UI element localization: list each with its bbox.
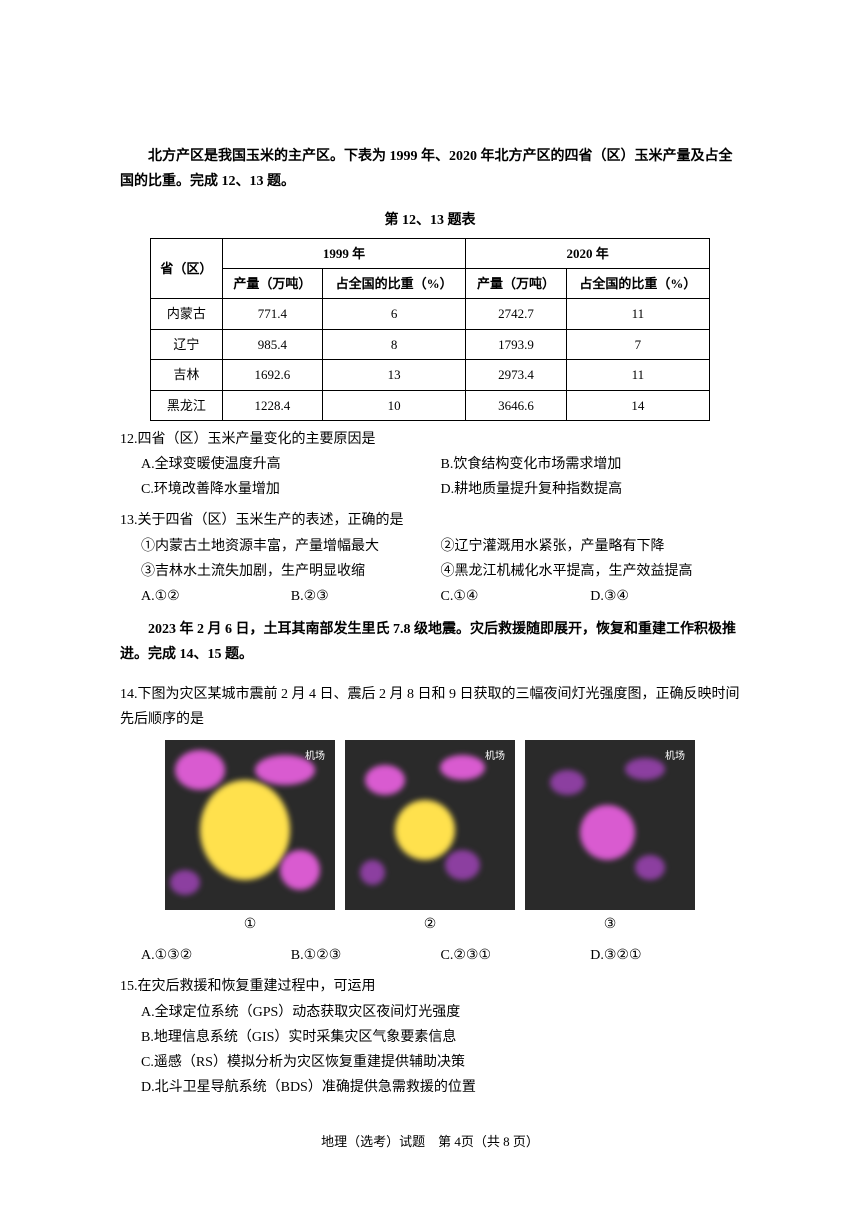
q12-opt-c: C.环境改善降水量增加 [141, 477, 441, 502]
q14-opt-d: D.③②① [590, 943, 740, 968]
cell: 2742.7 [466, 299, 566, 329]
airport-label: 机场 [665, 748, 685, 766]
col-share1: 占全国的比重（%） [323, 268, 466, 298]
q13-options: A.①② B.②③ C.①④ D.③④ [141, 584, 740, 609]
page-footer: 地理（选考）试题 第 4页（共 8 页） [120, 1130, 740, 1153]
table-header-row2: 产量（万吨） 占全国的比重（%） 产量（万吨） 占全国的比重（%） [151, 268, 710, 298]
airport-label: 机场 [485, 748, 505, 766]
night-img-3: 机场 [525, 740, 695, 910]
q12-opt-b: B.饮食结构变化市场需求增加 [441, 452, 741, 477]
corn-yield-table: 省（区） 1999 年 2020 年 产量（万吨） 占全国的比重（%） 产量（万… [150, 238, 710, 421]
cell: 6 [323, 299, 466, 329]
q15-opt-a: A.全球定位系统（GPS）动态获取灾区夜间灯光强度 [141, 1000, 740, 1025]
cell: 吉林 [151, 360, 223, 390]
col-yield1: 产量（万吨） [222, 268, 322, 298]
cell: 2973.4 [466, 360, 566, 390]
q14-opt-b: B.①②③ [291, 943, 441, 968]
q12-opt-a: A.全球变暖使温度升高 [141, 452, 441, 477]
cell: 14 [566, 390, 709, 420]
table-header-row1: 省（区） 1999 年 2020 年 [151, 238, 710, 268]
q15-stem: 15.在灾后救援和恢复重建过程中，可运用 [120, 974, 740, 999]
q15-options: A.全球定位系统（GPS）动态获取灾区夜间灯光强度 B.地理信息系统（GIS）实… [141, 1000, 740, 1101]
q13-opt-b: B.②③ [291, 584, 441, 609]
img-label-1: ① [165, 912, 335, 937]
night-img-labels: ① ② ③ [120, 912, 740, 937]
night-img-2: 机场 [345, 740, 515, 910]
col-share2: 占全国的比重（%） [566, 268, 709, 298]
col-province: 省（区） [151, 238, 223, 299]
q12-options: A.全球变暖使温度升高 B.饮食结构变化市场需求增加 C.环境改善降水量增加 D… [141, 452, 740, 502]
intro-14-15: 2023 年 2 月 6 日，土耳其南部发生里氏 7.8 级地震。灾后救援随即展… [120, 617, 740, 667]
q13-opt-d: D.③④ [590, 584, 740, 609]
q13-opt-c: C.①④ [441, 584, 591, 609]
q13-s3: ③吉林水土流失加剧，生产明显收缩 [141, 559, 441, 584]
cell: 3646.6 [466, 390, 566, 420]
q15-opt-c: C.遥感（RS）模拟分析为灾区恢复重建提供辅助决策 [141, 1050, 740, 1075]
q13-s2: ②辽宁灌溉用水紧张，产量略有下降 [441, 534, 741, 559]
q13-s4: ④黑龙江机械化水平提高，生产效益提高 [441, 559, 741, 584]
q14-stem: 14.下图为灾区某城市震前 2 月 4 日、震后 2 月 8 日和 9 日获取的… [120, 682, 740, 732]
img-label-2: ② [345, 912, 515, 937]
cell: 黑龙江 [151, 390, 223, 420]
q13-stem: 13.关于四省（区）玉米生产的表述，正确的是 [120, 508, 740, 533]
cell: 辽宁 [151, 329, 223, 359]
cell: 10 [323, 390, 466, 420]
cell: 1692.6 [222, 360, 322, 390]
cell: 771.4 [222, 299, 322, 329]
q14-options: A.①③② B.①②③ C.②③① D.③②① [141, 943, 740, 968]
table-caption: 第 12、13 题表 [120, 208, 740, 233]
q15-opt-d: D.北斗卫星导航系统（BDS）准确提供急需救援的位置 [141, 1075, 740, 1100]
cell: 985.4 [222, 329, 322, 359]
cell: 11 [566, 360, 709, 390]
airport-label: 机场 [305, 748, 325, 766]
cell: 11 [566, 299, 709, 329]
table-row: 辽宁 985.4 8 1793.9 7 [151, 329, 710, 359]
q13-statements: ①内蒙古土地资源丰富，产量增幅最大 ②辽宁灌溉用水紧张，产量略有下降 ③吉林水土… [141, 534, 740, 584]
q13-opt-a: A.①② [141, 584, 291, 609]
table-row: 内蒙古 771.4 6 2742.7 11 [151, 299, 710, 329]
table-row: 吉林 1692.6 13 2973.4 11 [151, 360, 710, 390]
q13-s1: ①内蒙古土地资源丰富，产量增幅最大 [141, 534, 441, 559]
q15-opt-b: B.地理信息系统（GIS）实时采集灾区气象要素信息 [141, 1025, 740, 1050]
cell: 1228.4 [222, 390, 322, 420]
cell: 内蒙古 [151, 299, 223, 329]
img-label-3: ③ [525, 912, 695, 937]
night-light-images: 机场 机场 机场 [120, 740, 740, 910]
q14-opt-a: A.①③② [141, 943, 291, 968]
night-img-1: 机场 [165, 740, 335, 910]
cell: 1793.9 [466, 329, 566, 359]
col-year1: 1999 年 [222, 238, 466, 268]
col-yield2: 产量（万吨） [466, 268, 566, 298]
cell: 8 [323, 329, 466, 359]
q12-opt-d: D.耕地质量提升复种指数提高 [441, 477, 741, 502]
intro-12-13: 北方产区是我国玉米的主产区。下表为 1999 年、2020 年北方产区的四省（区… [120, 144, 740, 194]
q12-stem: 12.四省（区）玉米产量变化的主要原因是 [120, 427, 740, 452]
table-row: 黑龙江 1228.4 10 3646.6 14 [151, 390, 710, 420]
cell: 13 [323, 360, 466, 390]
q14-opt-c: C.②③① [441, 943, 591, 968]
exam-page: 北方产区是我国玉米的主产区。下表为 1999 年、2020 年北方产区的四省（区… [0, 0, 860, 1216]
cell: 7 [566, 329, 709, 359]
col-year2: 2020 年 [466, 238, 710, 268]
